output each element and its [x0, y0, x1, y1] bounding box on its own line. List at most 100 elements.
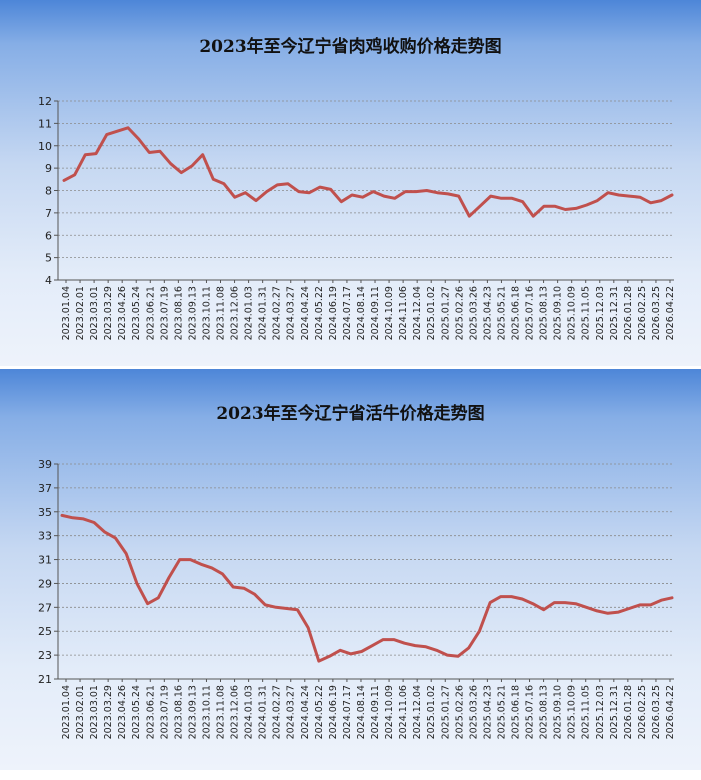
x-tick-label: 2024.03.27: [286, 685, 297, 739]
x-tick-label: 2024.01.03: [244, 685, 255, 739]
x-tick-label: 2026.03.25: [651, 685, 662, 739]
x-tick-label: 2024.11.06: [398, 286, 409, 340]
x-tick-label: 2023.04.26: [117, 685, 128, 739]
x-tick-label: 2025.02.26: [454, 286, 465, 340]
x-tick-label: 2023.06.21: [145, 685, 156, 739]
x-tick-label: 2023.12.06: [230, 685, 241, 739]
x-tick-label: 2023.08.16: [173, 286, 184, 340]
x-tick-label: 2023.11.08: [216, 685, 227, 739]
x-tick-label: 2023.03.01: [89, 286, 100, 340]
x-tick-label: 2023.07.19: [159, 685, 170, 739]
y-tick-label: 37: [38, 482, 52, 495]
x-tick-label: 2025.06.18: [510, 286, 521, 340]
x-tick-label: 2025.08.13: [539, 286, 550, 340]
x-tick-label: 2024.01.31: [258, 286, 269, 340]
x-tick-label: 2025.12.31: [609, 685, 620, 739]
x-tick-label: 2025.01.27: [440, 286, 451, 340]
x-tick-label: 2024.02.27: [272, 286, 283, 340]
x-tick-label: 2025.09.10: [553, 685, 564, 739]
x-tick-label: 2025.12.31: [609, 286, 620, 340]
x-tick-label: 2023.04.26: [117, 286, 128, 340]
x-tick-label: 2024.01.31: [258, 685, 269, 739]
x-tick-label: 2024.05.22: [314, 286, 325, 340]
chart-title: 2023年至今辽宁省肉鸡收购价格走势图: [199, 37, 502, 57]
x-tick-label: 2023.03.29: [103, 286, 114, 340]
x-tick-label: 2024.11.06: [398, 685, 409, 739]
x-tick-label: 2025.12.03: [595, 685, 606, 739]
x-tick-label: 2024.12.04: [412, 685, 423, 739]
x-tick-label: 2024.01.03: [244, 286, 255, 340]
x-tick-label: 2023.03.29: [103, 685, 114, 739]
x-tick-label: 2023.12.06: [230, 286, 241, 340]
x-tick-label: 2024.02.27: [272, 685, 283, 739]
x-tick-label: 2025.10.09: [567, 286, 578, 340]
x-tick-label: 2023.02.01: [75, 685, 86, 739]
x-tick-label: 2023.07.19: [159, 286, 170, 340]
y-tick-label: 27: [38, 601, 52, 614]
x-tick-label: 2025.04.23: [482, 685, 493, 739]
x-tick-label: 2025.02.26: [454, 685, 465, 739]
x-tick-label: 2023.03.01: [89, 685, 100, 739]
x-tick-label: 2024.07.17: [342, 286, 353, 340]
x-tick-label: 2026.01.28: [623, 286, 634, 340]
x-tick-label: 2025.04.23: [482, 286, 493, 340]
x-tick-label: 2024.03.27: [286, 286, 297, 340]
x-tick-label: 2024.09.11: [370, 286, 381, 340]
y-tick-label: 8: [45, 185, 52, 198]
chicken-price-chart-panel: 2023年至今辽宁省肉鸡收购价格走势图 4 5 6 7 8 9 10 11 12 2023.01.…: [0, 0, 701, 367]
x-tick-label: 2023.09.13: [187, 685, 198, 739]
x-tick-label: 2026.04.22: [665, 286, 676, 340]
x-tick-label: 2023.10.11: [201, 286, 212, 340]
x-tick-label: 2025.12.03: [595, 286, 606, 340]
price-series-line: [62, 126, 674, 218]
y-tick-label: 31: [38, 554, 52, 567]
x-tick-label: 2025.07.16: [525, 286, 536, 340]
x-tick-label: 2026.01.28: [623, 685, 634, 739]
cattle-price-chart: 21 23 25 27 29 31 33 35 37 39 2023.01.04 2023.02.01…: [38, 458, 676, 739]
y-tick-label: 6: [45, 229, 52, 242]
x-tick-label: 2024.06.19: [328, 685, 339, 739]
x-tick-label: 2026.02.25: [637, 685, 648, 739]
x-tick-label: 2023.01.04: [61, 286, 72, 340]
x-tick-label: 2023.11.08: [216, 286, 227, 340]
y-tick-label: 21: [38, 673, 52, 686]
x-tick-label: 2024.04.24: [300, 286, 311, 340]
x-tick-label: 2025.05.21: [496, 685, 507, 739]
x-tick-label: 2023.05.24: [131, 685, 142, 739]
x-tick-label: 2025.07.16: [525, 685, 536, 739]
y-tick-label: 4: [45, 274, 52, 287]
y-tick-label: 35: [38, 506, 52, 519]
x-tick-label: 2025.01.02: [426, 286, 437, 340]
x-tick-label: 2025.09.10: [553, 286, 564, 340]
x-tick-label: 2024.07.17: [342, 685, 353, 739]
x-tick-label: 2023.10.11: [201, 685, 212, 739]
x-tick-label: 2023.05.24: [131, 286, 142, 340]
x-tick-label: 2024.09.11: [370, 685, 381, 739]
price-series-line: [60, 513, 674, 663]
y-tick-label: 9: [45, 162, 52, 175]
x-tick-label: 2025.08.13: [539, 685, 550, 739]
x-tick-label: 2025.03.26: [468, 286, 479, 340]
y-tick-label: 7: [45, 207, 52, 220]
y-tick-label: 12: [38, 95, 52, 108]
x-tick-label: 2025.05.21: [496, 286, 507, 340]
x-tick-label: 2024.05.22: [314, 685, 325, 739]
y-tick-label: 25: [38, 625, 52, 638]
y-tick-label: 23: [38, 649, 52, 662]
x-tick-label: 2023.01.04: [61, 685, 72, 739]
x-tick-label: 2025.10.09: [567, 685, 578, 739]
x-tick-label: 2025.01.27: [440, 685, 451, 739]
x-tick-label: 2024.08.14: [356, 685, 367, 739]
x-tick-label: 2023.09.13: [187, 286, 198, 340]
x-tick-label: 2024.06.19: [328, 286, 339, 340]
x-tick-label: 2023.06.21: [145, 286, 156, 340]
x-tick-label: 2025.03.26: [468, 685, 479, 739]
x-tick-label: 2025.11.05: [581, 685, 592, 739]
x-tick-label: 2024.10.09: [384, 286, 395, 340]
y-tick-label: 33: [38, 530, 52, 543]
x-tick-label: 2025.06.18: [510, 685, 521, 739]
x-tick-label: 2024.12.04: [412, 286, 423, 340]
x-tick-label: 2025.11.05: [581, 286, 592, 340]
x-tick-label: 2026.03.25: [651, 286, 662, 340]
y-tick-label: 11: [38, 117, 52, 130]
